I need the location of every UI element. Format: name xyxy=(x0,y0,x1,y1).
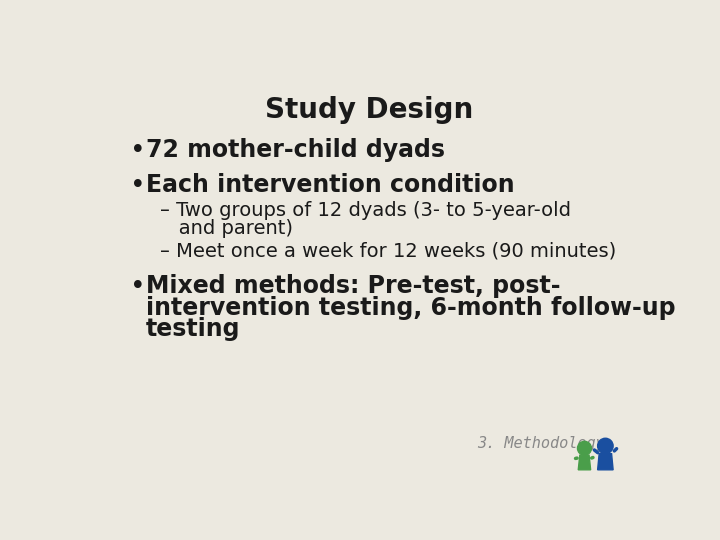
Circle shape xyxy=(598,438,613,454)
Text: – Meet once a week for 12 weeks (90 minutes): – Meet once a week for 12 weeks (90 minu… xyxy=(160,242,616,261)
Circle shape xyxy=(577,441,591,455)
Text: 3. Methodology: 3. Methodology xyxy=(477,436,606,451)
Text: Study Design: Study Design xyxy=(265,96,473,124)
Text: Each intervention condition: Each intervention condition xyxy=(145,173,514,197)
Text: – Two groups of 12 dyads (3- to 5-year-old: – Two groups of 12 dyads (3- to 5-year-o… xyxy=(160,201,571,220)
Text: and parent): and parent) xyxy=(160,219,293,238)
Text: Mixed methods: Pre-test, post-: Mixed methods: Pre-test, post- xyxy=(145,274,560,298)
Polygon shape xyxy=(598,454,613,470)
Text: testing: testing xyxy=(145,318,240,341)
Text: •: • xyxy=(130,173,146,199)
Polygon shape xyxy=(578,455,590,470)
Text: intervention testing, 6-month follow-up: intervention testing, 6-month follow-up xyxy=(145,296,675,320)
Text: •: • xyxy=(130,274,146,300)
Text: 72 mother-child dyads: 72 mother-child dyads xyxy=(145,138,445,162)
Text: •: • xyxy=(130,138,146,164)
